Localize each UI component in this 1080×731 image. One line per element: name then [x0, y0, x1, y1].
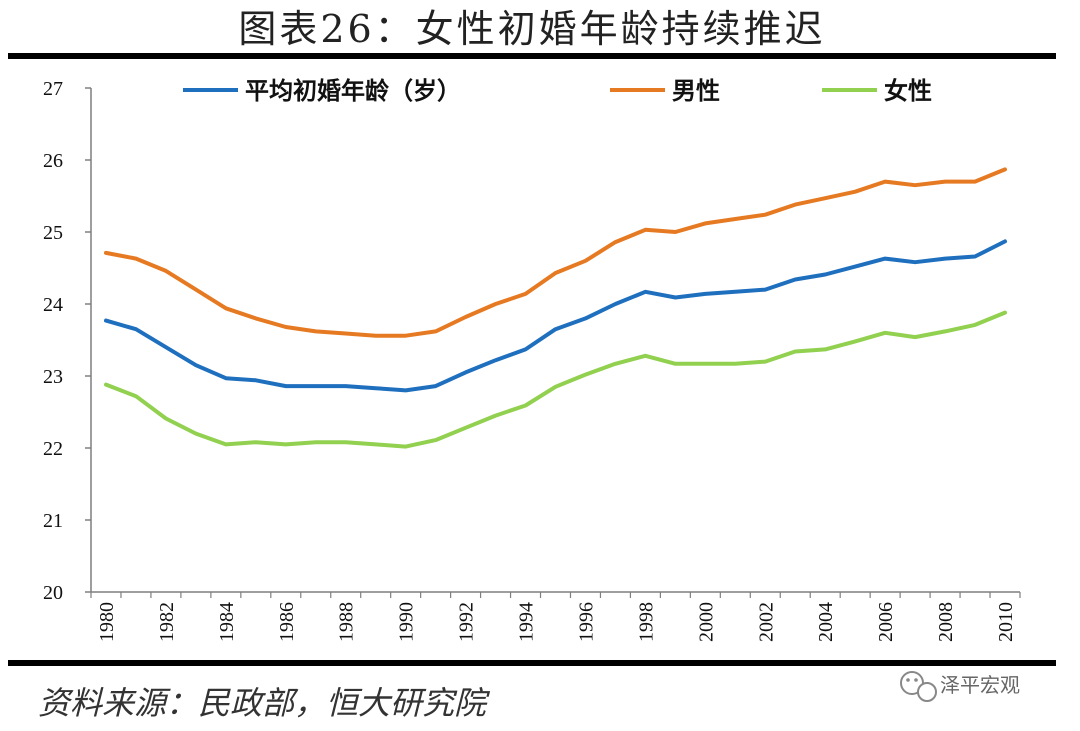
plot-area: 20 21 22 23 24 25 26 27 1980 1982 1984 1986 1988 1990… [43, 77, 1021, 642]
x-tick-label: 1984 [216, 602, 238, 642]
watermark: 泽平宏观 [900, 671, 1020, 702]
legend-label: 男性 [672, 77, 720, 105]
source-note: 资料来源：民政部，恒大研究院 [38, 684, 491, 722]
title-rule [8, 53, 1056, 59]
y-tick-label: 27 [43, 78, 63, 100]
x-tick-label: 2000 [695, 602, 717, 642]
source-rule [8, 660, 1056, 666]
series-line [104, 310, 1007, 449]
wechat-icon [900, 671, 937, 702]
y-tick-label: 23 [43, 366, 63, 388]
x-tick-label: 2002 [755, 602, 777, 642]
x-tick-label: 1998 [635, 602, 657, 642]
x-tick-label: 1990 [396, 602, 418, 642]
x-tick-label: 1992 [456, 602, 478, 642]
legend-label: 女性 [884, 77, 932, 105]
series-line [104, 167, 1007, 338]
y-tick-label: 25 [43, 222, 63, 244]
y-tick-label: 26 [43, 150, 63, 172]
x-tick-label: 2010 [995, 602, 1017, 642]
x-tick-label: 1994 [516, 602, 538, 642]
x-tick-label: 2004 [815, 602, 837, 642]
y-tick-label: 21 [43, 510, 63, 532]
chart-title: 图表26：女性初婚年龄持续推迟 [238, 7, 825, 51]
x-tick-label: 1996 [575, 602, 597, 642]
x-tick-label: 1982 [156, 602, 178, 642]
x-tick-label: 1986 [276, 602, 298, 642]
x-tick-label: 1980 [96, 602, 118, 642]
x-tick-label: 2006 [875, 602, 897, 642]
y-tick-label: 20 [43, 582, 63, 604]
legend-label: 平均初婚年龄（岁） [245, 77, 461, 105]
x-tick-label: 2008 [935, 602, 957, 642]
y-tick-label: 24 [43, 294, 63, 316]
series-line [104, 239, 1007, 393]
watermark-text: 泽平宏观 [940, 673, 1020, 697]
x-tick-label: 1988 [336, 602, 358, 642]
y-tick-label: 22 [43, 438, 63, 460]
